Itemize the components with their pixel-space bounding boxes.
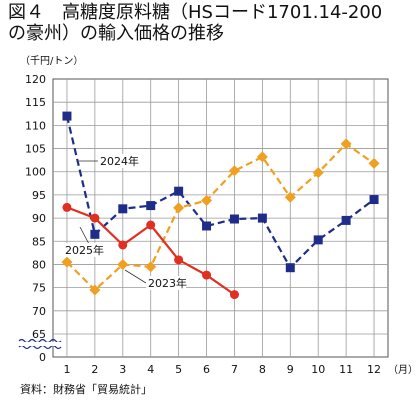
y-tick-label: 105 [25, 143, 46, 156]
data-point-2025年 [202, 270, 212, 280]
series-label-bg [63, 243, 103, 257]
x-tick-label: 9 [287, 363, 294, 376]
grid-layer [52, 78, 389, 358]
data-point-2025年 [118, 240, 128, 250]
data-point-2024年 [118, 204, 128, 214]
axis-break-gap [19, 342, 61, 346]
data-point-2024年 [257, 213, 267, 223]
data-point-2023年 [201, 194, 213, 206]
x-tick-label: 4 [147, 363, 154, 376]
data-point-2023年 [173, 202, 185, 214]
y-tick-label: 70 [32, 305, 46, 318]
x-tick-label: 11 [339, 363, 353, 376]
label-layer: 2024年 2025年 2023年 [63, 154, 187, 290]
x-tick-label: 10 [311, 363, 325, 376]
series-leader-line [79, 226, 90, 245]
data-point-2025年 [146, 220, 156, 230]
x-tick-label: 6 [203, 363, 210, 376]
data-point-2023年 [284, 191, 296, 203]
x-tick-label: 2 [91, 363, 98, 376]
x-unit-label: （月） [388, 364, 418, 376]
y-tick-label: 65 [32, 328, 46, 341]
x-tick-label: 12 [367, 363, 381, 376]
figure-title-line2: の豪州）の輸入価格の推移 [8, 23, 224, 44]
data-point-2024年 [202, 221, 212, 231]
data-point-2023年 [228, 165, 240, 177]
y-unit-label: （千円/トン） [20, 55, 83, 67]
data-point-2024年 [313, 235, 323, 245]
x-tick-label: 3 [119, 363, 126, 376]
x-tick-label: 5 [175, 363, 182, 376]
data-point-2023年 [145, 261, 157, 273]
data-point-2024年 [146, 201, 156, 211]
data-point-2024年 [369, 195, 379, 205]
data-point-2024年 [90, 229, 100, 239]
series-line-2024年 [65, 115, 375, 270]
x-tick-label: 7 [231, 363, 238, 376]
y-tick-label: 90 [32, 212, 46, 225]
data-point-2024年 [341, 215, 351, 225]
y-tick-label: 120 [25, 73, 46, 86]
y-tick-label: 85 [32, 235, 46, 248]
data-point-2024年 [229, 214, 239, 224]
series-label-bg [146, 276, 186, 290]
data-point-2023年 [368, 157, 380, 169]
data-point-2024年 [62, 111, 72, 121]
series-label-bg [98, 154, 138, 168]
figure-title-line1: 図４ 高糖度原料糖（HSコード1701.14-200 [8, 2, 383, 23]
x-tick-label: 8 [259, 363, 266, 376]
data-point-2025年 [62, 202, 72, 212]
series-layer [61, 111, 380, 300]
y-tick-label: 95 [32, 189, 46, 202]
data-point-2024年 [285, 263, 295, 273]
data-point-2024年 [174, 186, 184, 196]
y-tick-label: 115 [25, 96, 46, 109]
y-tick-label: 0 [39, 351, 46, 364]
series-label: 2023年 [148, 276, 187, 290]
y-tick-label: 100 [25, 166, 46, 179]
data-point-2023年 [61, 256, 73, 268]
data-point-2023年 [340, 138, 352, 150]
data-point-2023年 [256, 151, 268, 163]
figure-title: 図４ 高糖度原料糖（HSコード1701.14-200 の豪州）の輸入価格の推移 [8, 2, 418, 44]
y-tick-label: 80 [32, 258, 46, 271]
data-point-2023年 [89, 284, 101, 296]
y-tick-label: 75 [32, 282, 46, 295]
data-point-2023年 [117, 258, 129, 270]
data-point-2025年 [174, 255, 184, 265]
source-note: 資料：財務省「貿易統計」 [20, 383, 152, 396]
series-label: 2025年 [65, 243, 104, 257]
data-point-2023年 [312, 167, 324, 179]
y-tick-label: 110 [25, 119, 46, 132]
data-point-2025年 [90, 213, 100, 223]
data-point-2025年 [229, 290, 239, 300]
x-tick-label: 1 [63, 363, 70, 376]
series-leader-line [124, 269, 147, 284]
series-label: 2024年 [100, 154, 139, 168]
series-line-2023年 [66, 142, 375, 292]
